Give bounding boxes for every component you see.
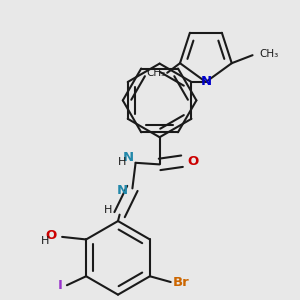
Text: N: N — [200, 76, 211, 88]
Text: Br: Br — [173, 275, 190, 289]
Text: N: N — [116, 184, 128, 197]
Text: H: H — [41, 236, 49, 246]
Text: H: H — [104, 205, 112, 215]
Text: I: I — [58, 279, 63, 292]
Text: H: H — [118, 157, 127, 167]
Text: O: O — [188, 155, 199, 168]
Text: O: O — [45, 229, 56, 242]
Text: N: N — [123, 151, 134, 164]
Text: CH₃: CH₃ — [146, 68, 166, 78]
Text: CH₃: CH₃ — [260, 49, 279, 58]
